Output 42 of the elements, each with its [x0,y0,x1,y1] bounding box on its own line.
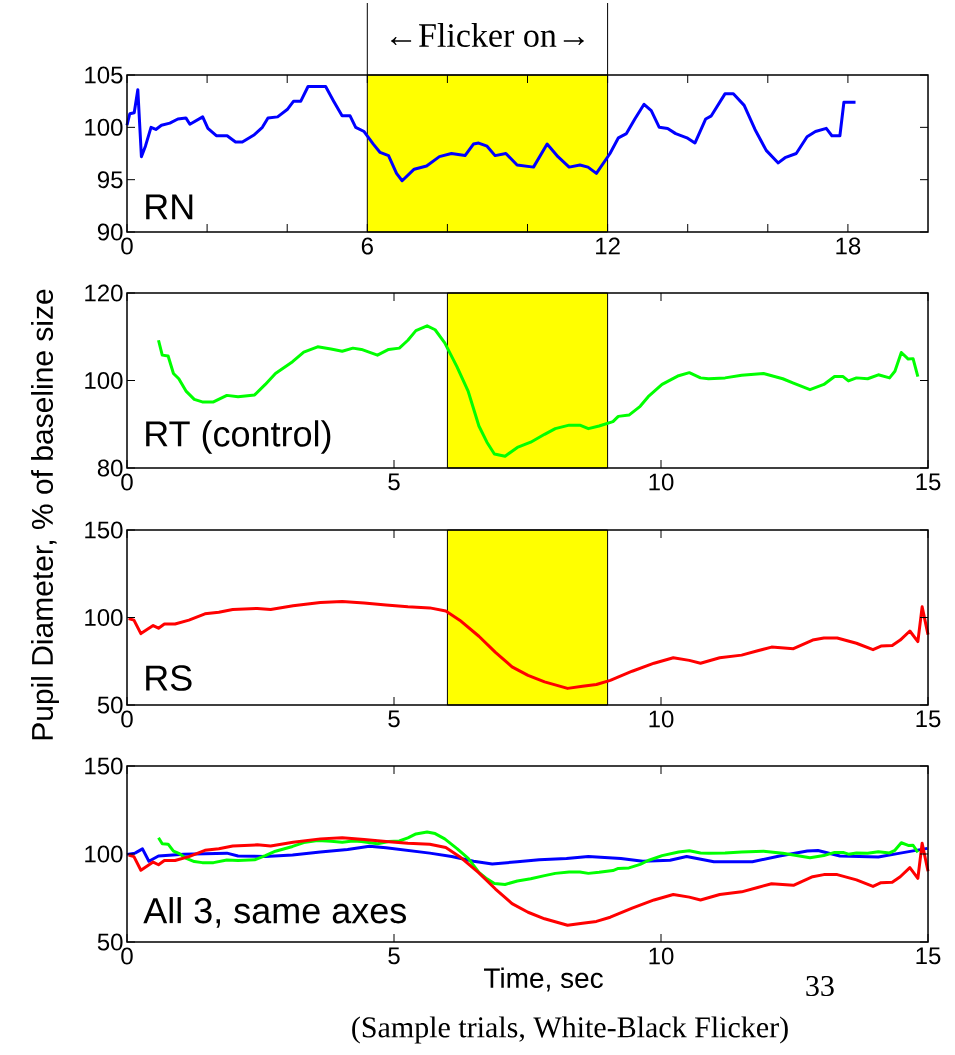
y-tick-label: 100 [85,118,123,136]
text: RN [146,194,193,220]
y-tick-label: 50 [97,933,123,951]
x-axis-title: Time, sec [484,967,603,992]
x-tick-label: 15 [916,473,941,491]
y-tick-label: 50 [97,696,123,714]
x-tick-label: 0 [121,473,133,491]
x-tick-label: 5 [388,710,400,728]
y-tick-label: 100 [85,609,123,627]
y-tick-label: 80 [97,459,123,477]
line-series [125,85,858,183]
x-tick-label: 15 [916,710,941,728]
text: RS [146,665,192,691]
line-series [127,599,930,690]
x-tick-label: 10 [649,947,674,965]
x-tick-label: 0 [121,237,133,255]
x-tick-label: 6 [361,237,373,255]
text: All 3, same axes [143,897,406,928]
y-tick-label: 90 [97,223,123,241]
x-tick-label: 0 [121,710,133,728]
x-tick-label: 5 [388,473,400,491]
legend-label: ←Flicker on→ [390,23,584,47]
y-tick-label: 105 [85,66,123,84]
x-tick-label: 12 [596,237,620,255]
x-tick-label: 10 [649,710,674,728]
y-tick-label: 120 [85,284,123,302]
line-series [157,830,920,886]
x-tick-label: 18 [836,237,861,255]
text: RT (control) [146,420,331,454]
line-series [127,836,930,927]
x-tick-label: 15 [916,947,941,965]
y-tick-label: 150 [85,521,123,539]
text: 33 [806,975,834,997]
x-tick-label: 0 [121,947,133,965]
y-tick-label: 150 [85,757,123,775]
x-tick-label: 10 [649,473,674,491]
x-tick-label: 5 [388,947,400,965]
y-tick-label: 95 [97,171,123,189]
y-tick-label: 100 [85,845,123,863]
y-tick-label: 100 [85,372,123,389]
text: (Sample trials, White-Black Flicker) [352,1016,788,1044]
y-axis-title: Pupil Diameter, % of baseline size [31,289,59,740]
